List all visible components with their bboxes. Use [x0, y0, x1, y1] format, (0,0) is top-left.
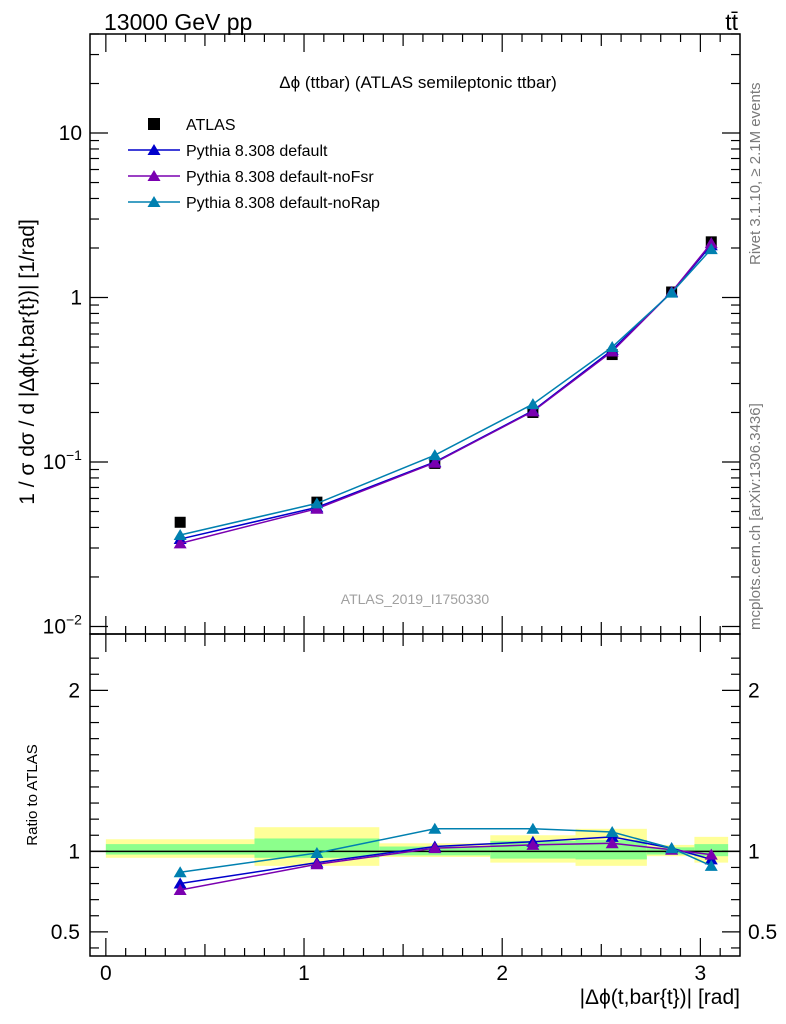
- ratio-y-tick-label-left-2: 2: [68, 679, 80, 702]
- y-tick-label-0: 10: [43, 615, 66, 638]
- y-axis-label-main: 1 / σ dσ / d |Δϕ(t,bar{t})| [1/rad]: [16, 219, 39, 505]
- y-tick-label-3: 10: [59, 122, 82, 145]
- ratio-plot-series: [173, 822, 718, 895]
- x-tick-label-3: 3: [695, 962, 707, 985]
- ratio-y-tick-label-right-2: 2: [748, 679, 760, 702]
- noRap-point-2: [428, 449, 442, 461]
- ratio-noFsr-point-4: [605, 837, 619, 849]
- noRap-point-4: [605, 341, 619, 353]
- y-tick-label-1: 10: [43, 451, 66, 474]
- noRap-point-3: [526, 398, 540, 410]
- ratio-noRap-point-0: [173, 866, 187, 878]
- noRap-point-1: [310, 497, 324, 509]
- atlas-data-point-0: [174, 516, 186, 528]
- x-tick-label-0: 0: [100, 962, 112, 985]
- ratio-noRap-point-6: [704, 859, 718, 871]
- noRap-point-5: [665, 286, 679, 298]
- noFsr-point-3: [526, 405, 540, 417]
- noRap-point-0: [173, 528, 187, 540]
- y-tick-label-2: 1: [70, 287, 82, 310]
- ratio-default-point-0: [173, 877, 187, 889]
- ratio-y-tick-label-right-1: 1: [748, 840, 760, 863]
- ratio-y-tick-label-left-0: 0.5: [51, 921, 80, 944]
- x-tick-label-1: 1: [298, 962, 310, 985]
- ratio-noFsr-point-0: [173, 883, 187, 895]
- ratio-noRap-point-3: [526, 822, 540, 834]
- ratio-y-tick-label-right-0: 0.5: [748, 921, 777, 944]
- y-tick-exponent-1: −1: [66, 447, 82, 463]
- ratio-noFsr-point-2: [428, 842, 442, 854]
- main-plot-series: [173, 236, 718, 549]
- noFsr-point-0: [173, 537, 187, 549]
- ratio-band-inner-0: [105, 844, 255, 855]
- plot-title: Δϕ (ttbar) (ATLAS semileptonic ttbar): [279, 73, 557, 92]
- noFsr-point-6: [704, 237, 718, 249]
- x-tick-label-2: 2: [496, 962, 508, 985]
- ratio-noRap-point-4: [605, 826, 619, 838]
- mcplots-label: mcplots.cern.ch [arXiv:1306.3436]: [747, 403, 764, 630]
- y-tick-exponent-0: −2: [66, 611, 82, 627]
- watermark: ATLAS_2019_I1750330: [341, 591, 490, 607]
- legend-label-default: Pythia 8.308 default: [186, 143, 328, 160]
- legend-label-data: ATLAS: [186, 117, 236, 134]
- ratio-noRap-point-5: [665, 842, 679, 854]
- x-axis-label: |Δϕ(t,bar{t})| [rad]: [580, 986, 740, 1009]
- ratio-noRap-point-1: [310, 846, 324, 858]
- default-line: [179, 244, 712, 540]
- legend-marker-default: [147, 144, 161, 155]
- legend-marker-noRap: [147, 196, 161, 207]
- ratio-noRap-point-2: [428, 822, 442, 834]
- rivet-label: Rivet 3.1.10, ≥ 2.1M events: [747, 83, 764, 266]
- noRap-line: [179, 248, 712, 536]
- noFsr-point-2: [428, 456, 442, 468]
- legend: ATLAS Pythia 8.308 default Pythia 8.308 de…: [128, 117, 380, 212]
- legend-label-noRap: Pythia 8.308 default-noRap: [186, 195, 380, 212]
- ratio-y-tick-label-left-1: 1: [68, 840, 80, 863]
- legend-marker-data: [148, 118, 160, 130]
- ratio-noFsr-point-6: [704, 848, 718, 860]
- header-right: tt̄: [725, 9, 738, 35]
- header-left: 13000 GeV pp: [104, 9, 252, 35]
- noFsr-line: [179, 242, 712, 545]
- legend-marker-noFsr: [147, 170, 161, 181]
- legend-label-noFsr: Pythia 8.308 default-noFsr: [186, 169, 374, 186]
- y-axis-label-ratio: Ratio to ATLAS: [24, 744, 41, 845]
- ratio-noFsr-point-3: [526, 838, 540, 850]
- noRap-point-6: [704, 243, 718, 255]
- ratio-plot-frame: [89, 633, 741, 957]
- ratio-noFsr-point-1: [310, 858, 324, 870]
